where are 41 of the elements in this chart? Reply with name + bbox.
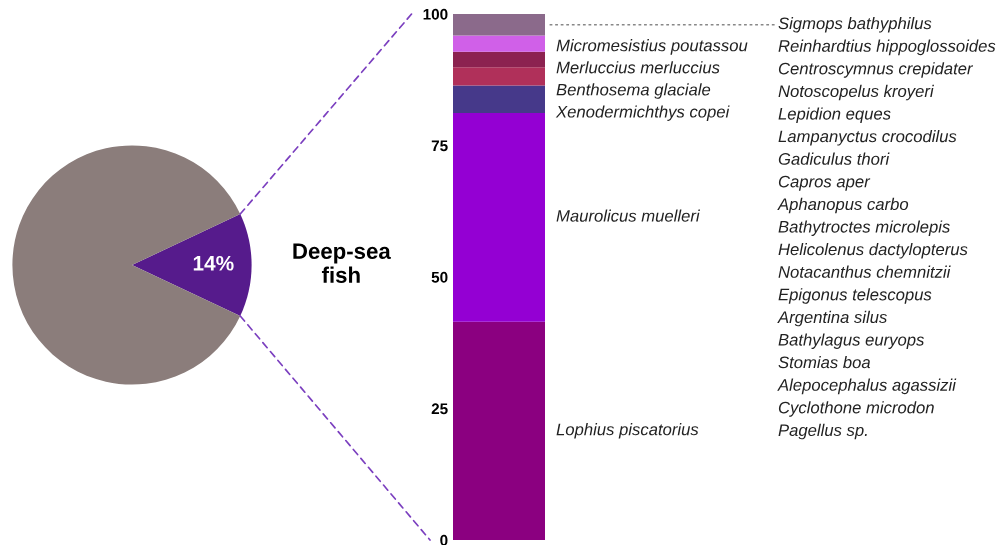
bar: [453, 35, 545, 52]
y-tick-label: 0: [440, 534, 448, 545]
text: Pagellus sp.: [778, 423, 867, 440]
y-tick-label: 100: [423, 8, 448, 20]
text: Notacanthus chemnitzii: [778, 265, 951, 278]
y-tick-label: 75: [431, 140, 448, 152]
text: Lampanyctus crocodilus: [778, 130, 957, 146]
series-label: Maurolicus muelleri: [556, 209, 700, 222]
bar: [453, 321, 545, 540]
text: Lepidion eques: [778, 107, 891, 123]
series-label: Merluccius merluccius: [556, 61, 720, 74]
text: Epigonus telescopus: [778, 288, 932, 304]
y-tick-label: 25: [431, 403, 448, 415]
bar: [453, 85, 545, 113]
text: Reinhardtius hippoglossoides: [778, 39, 996, 56]
text: Bathytroctes microlepis: [778, 220, 950, 236]
pie-slice: [12, 145, 241, 385]
text: Bathylagus euryops: [778, 333, 925, 349]
text: Notoscopelus kroyeri: [778, 84, 934, 101]
series-label: Benthosema glaciale: [556, 83, 711, 99]
data-label: 14%: [193, 255, 234, 271]
text: Cyclothone microdon: [778, 401, 934, 417]
series-label: Micromesistius poutassou: [556, 39, 748, 55]
text: Alepocephalus agassizii: [777, 378, 957, 395]
y-tick-label: 50: [431, 271, 448, 283]
bar: [453, 112, 545, 322]
text: Helicolenus dactylopterus: [778, 243, 968, 259]
bar: [453, 67, 545, 86]
series-label: Xenodermichthys copei: [555, 105, 730, 121]
text: Aphanopus carbo: [777, 197, 909, 214]
series-label: Lophius piscatorius: [556, 423, 699, 439]
text: Gadiculus thori: [778, 152, 890, 165]
text: Sigmops bathyphilus: [778, 17, 932, 33]
pie-slice: [132, 214, 252, 316]
text: Stomias boa: [778, 356, 871, 369]
bar: [453, 14, 545, 36]
slice-label: Deep-sea fish: [293, 243, 391, 283]
text: Argentina silus: [777, 310, 887, 327]
text: Centroscymnus crepidater: [778, 62, 974, 78]
text: Capros aper: [778, 175, 871, 191]
bar: [453, 51, 545, 68]
